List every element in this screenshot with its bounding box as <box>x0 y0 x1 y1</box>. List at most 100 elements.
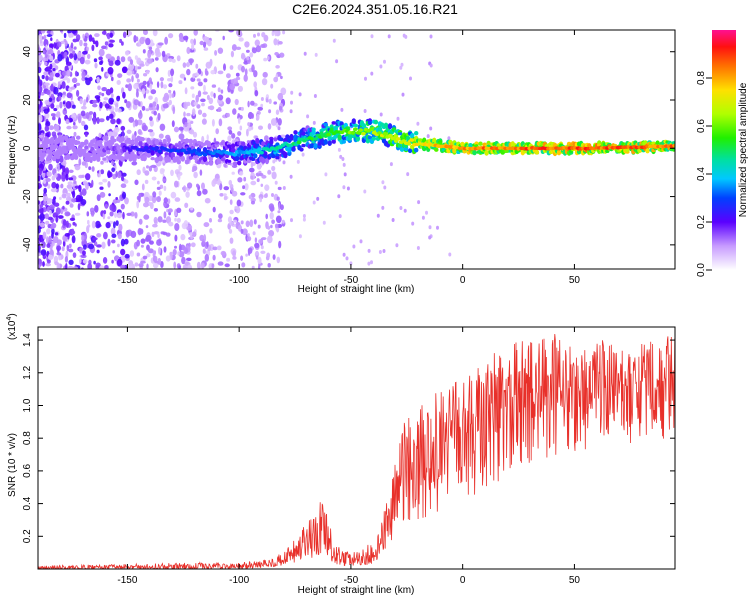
spectrogram-band-cell <box>38 141 41 148</box>
spectrogram-band-cell <box>285 134 290 140</box>
spectrogram-noise-speckle <box>66 184 73 190</box>
spectrogram-noise-speckle <box>230 89 234 94</box>
spectrogram-noise-speckle <box>178 126 184 131</box>
spectrogram-noise-speckle <box>42 231 47 240</box>
spectrogram-noise-speckle <box>201 182 205 190</box>
spectrogram-noise-speckle <box>56 239 62 246</box>
spectrogram-y-tick-label: -40 <box>22 237 33 252</box>
spectrogram-noise-speckle <box>205 61 212 69</box>
spectrogram-noise-speckle <box>162 231 168 236</box>
spectrogram-band-cell <box>174 144 179 148</box>
spectrogram-noise-speckle <box>151 195 157 204</box>
spectrogram-noise-speckle <box>95 220 101 229</box>
spectrogram-noise-speckle <box>303 51 307 56</box>
spectrogram-noise-speckle <box>126 69 133 76</box>
spectrogram-noise-speckle <box>127 83 132 92</box>
spectrogram-noise-speckle <box>77 115 82 124</box>
spectrogram-noise-speckle <box>367 261 371 266</box>
spectrogram-noise-speckle <box>46 243 51 249</box>
spectrogram-noise-speckle <box>91 220 96 229</box>
spectrogram-noise-speckle <box>277 126 281 131</box>
spectrogram-noise-speckle <box>259 197 263 203</box>
spectrogram-noise-speckle <box>271 165 276 172</box>
spectrogram-noise-speckle <box>174 197 181 202</box>
spectrogram-noise-speckle <box>92 237 98 241</box>
spectrogram-band-cell <box>293 130 298 135</box>
spectrogram-noise-speckle <box>209 218 212 223</box>
spectrogram-noise-speckle <box>141 88 146 95</box>
spectrogram-noise-speckle <box>176 207 182 213</box>
spectrogram-noise-speckle <box>116 212 123 219</box>
spectrogram-noise-speckle <box>136 195 141 201</box>
spectrogram-noise-speckle <box>102 257 108 264</box>
spectrogram-noise-speckle <box>163 246 167 253</box>
spectrogram-noise-speckle <box>46 89 51 96</box>
spectrogram-noise-speckle <box>290 90 294 95</box>
spectrogram-noise-speckle <box>165 255 171 262</box>
spectrogram-noise-speckle <box>133 83 139 90</box>
spectrogram-noise-speckle <box>72 125 78 130</box>
spectrogram-noise-speckle <box>129 250 135 257</box>
spectrogram-noise-speckle <box>170 191 177 199</box>
spectrogram-noise-speckle <box>149 116 153 121</box>
spectrogram-noise-speckle <box>363 109 367 113</box>
spectrogram-noise-speckle <box>211 84 217 88</box>
spectrogram-noise-speckle <box>109 204 114 211</box>
spectrogram-noise-speckle <box>46 236 49 244</box>
spectrogram-noise-speckle <box>113 221 116 229</box>
spectrogram-noise-speckle <box>116 258 123 267</box>
spectrogram-noise-speckle <box>217 47 224 54</box>
spectrogram-noise-speckle <box>270 83 274 89</box>
spectrogram-noise-speckle <box>64 40 68 47</box>
spectrogram-noise-speckle <box>120 248 126 256</box>
spectrogram-noise-speckle <box>159 77 164 82</box>
spectrogram-noise-speckle <box>54 173 58 178</box>
spectrogram-noise-speckle <box>230 187 234 193</box>
spectrogram-noise-speckle <box>176 55 181 62</box>
spectrogram-noise-speckle <box>55 72 60 78</box>
spectrogram-band-cell <box>162 140 167 145</box>
spectrogram-noise-speckle <box>97 85 101 91</box>
spectrogram-noise-speckle <box>203 84 206 92</box>
spectrogram-noise-speckle <box>156 196 162 203</box>
spectrogram-ridge-cell <box>350 131 356 135</box>
spectrogram-noise-speckle <box>181 256 186 265</box>
spectrogram-noise-speckle <box>164 36 169 45</box>
spectrogram-noise-speckle <box>54 232 59 236</box>
spectrogram-noise-speckle <box>254 250 260 258</box>
spectrogram-x-tick-label: 50 <box>569 275 581 286</box>
spectrogram-noise-speckle <box>119 264 126 269</box>
spectrogram-noise-speckle <box>229 65 234 70</box>
spectrogram-noise-speckle <box>381 180 385 185</box>
spectrogram-noise-speckle <box>226 112 230 118</box>
spectrogram-noise-speckle <box>227 126 233 131</box>
spectrogram-band-cell <box>150 157 155 161</box>
spectrogram-noise-speckle <box>174 223 180 231</box>
spectrogram-noise-speckle <box>86 46 89 51</box>
spectrogram-noise-speckle <box>246 236 252 242</box>
spectrogram-noise-speckle <box>69 53 74 59</box>
spectrogram-noise-speckle <box>134 212 138 219</box>
spectrogram-band-cell <box>88 153 93 157</box>
spectrogram-band-cell <box>269 139 274 145</box>
spectrogram-noise-speckle <box>118 223 123 232</box>
spectrogram-noise-speckle <box>411 221 415 226</box>
spectrogram-noise-speckle <box>172 106 176 115</box>
spectrogram-noise-speckle <box>75 194 82 203</box>
spectrogram-noise-speckle <box>251 200 255 205</box>
spectrogram-noise-speckle <box>87 263 93 269</box>
spectrogram-band-cell <box>55 154 61 160</box>
spectrogram-noise-speckle <box>127 31 133 36</box>
spectrogram-noise-speckle <box>261 237 267 241</box>
spectrogram-ridge-cell <box>184 150 189 155</box>
spectrogram-noise-speckle <box>272 254 276 260</box>
spectrogram-noise-speckle <box>43 187 47 194</box>
spectrogram-noise-speckle <box>255 45 262 53</box>
spectrogram-x-tick-label: 0 <box>460 275 466 286</box>
spectrogram-noise-speckle <box>74 164 81 171</box>
spectrogram-noise-speckle <box>269 212 274 220</box>
spectrogram-band-cell <box>142 155 147 162</box>
spectrogram-noise-speckle <box>261 174 267 179</box>
spectrogram-noise-speckle <box>57 81 61 89</box>
spectrogram-noise-speckle <box>201 135 205 143</box>
